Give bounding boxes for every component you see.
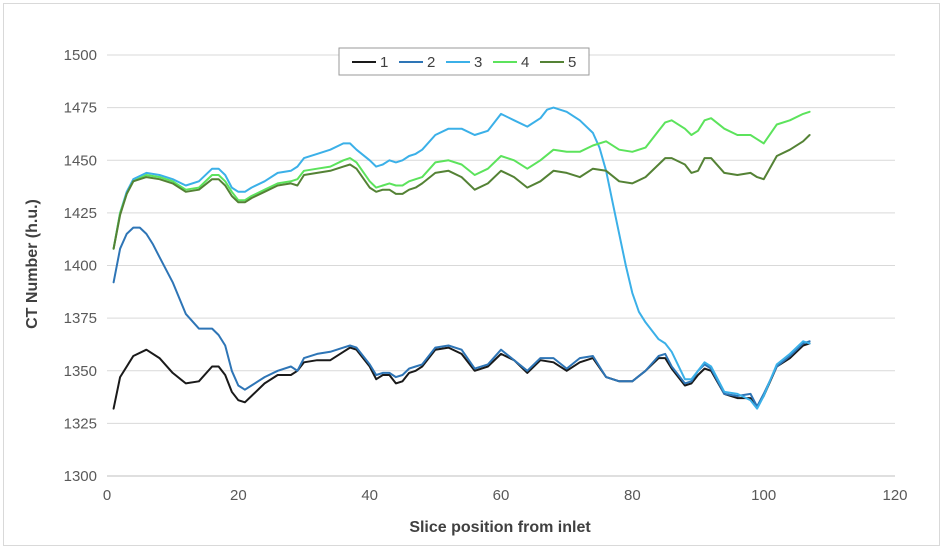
x-tick-label: 20 bbox=[230, 487, 247, 504]
y-tick-label: 1500 bbox=[64, 47, 97, 64]
y-tick-label: 1325 bbox=[64, 415, 97, 432]
legend-label-2: 2 bbox=[427, 54, 435, 71]
y-tick-label: 1475 bbox=[64, 100, 97, 117]
y-tick-label: 1350 bbox=[64, 363, 97, 380]
legend-label-5: 5 bbox=[568, 54, 576, 71]
series-line-5 bbox=[112, 134, 811, 250]
x-tick-label: 120 bbox=[882, 487, 907, 504]
series-line-1 bbox=[112, 342, 811, 410]
y-axis-ticks: 1300 1325 1350 1375 1400 1425 1450 1475 1500 bbox=[64, 47, 97, 485]
x-axis-ticks: 0 20 40 60 80 100 120 bbox=[103, 487, 908, 504]
x-tick-label: 100 bbox=[751, 487, 776, 504]
series-line-2 bbox=[112, 226, 811, 408]
legend-label-1: 1 bbox=[380, 54, 388, 71]
y-tick-label: 1400 bbox=[64, 258, 97, 275]
legend-label-4: 4 bbox=[521, 54, 529, 71]
y-tick-label: 1375 bbox=[64, 310, 97, 327]
x-tick-label: 80 bbox=[624, 487, 641, 504]
series-line-3 bbox=[112, 106, 811, 410]
chart-frame bbox=[3, 3, 940, 546]
legend: 1 2 3 4 5 bbox=[338, 47, 590, 76]
series-line-4 bbox=[112, 110, 811, 250]
y-tick-label: 1450 bbox=[64, 152, 97, 169]
x-tick-label: 0 bbox=[103, 487, 111, 504]
y-tick-label: 1300 bbox=[64, 468, 97, 485]
x-tick-label: 60 bbox=[493, 487, 510, 504]
x-tick-label: 40 bbox=[361, 487, 378, 504]
y-axis-title: CT Number (h.u.) bbox=[24, 199, 41, 329]
gridlines bbox=[107, 54, 895, 477]
y-tick-label: 1425 bbox=[64, 205, 97, 222]
x-axis-title: Slice position from inlet bbox=[409, 519, 591, 536]
legend-label-3: 3 bbox=[474, 54, 482, 71]
series-lines bbox=[112, 106, 811, 410]
